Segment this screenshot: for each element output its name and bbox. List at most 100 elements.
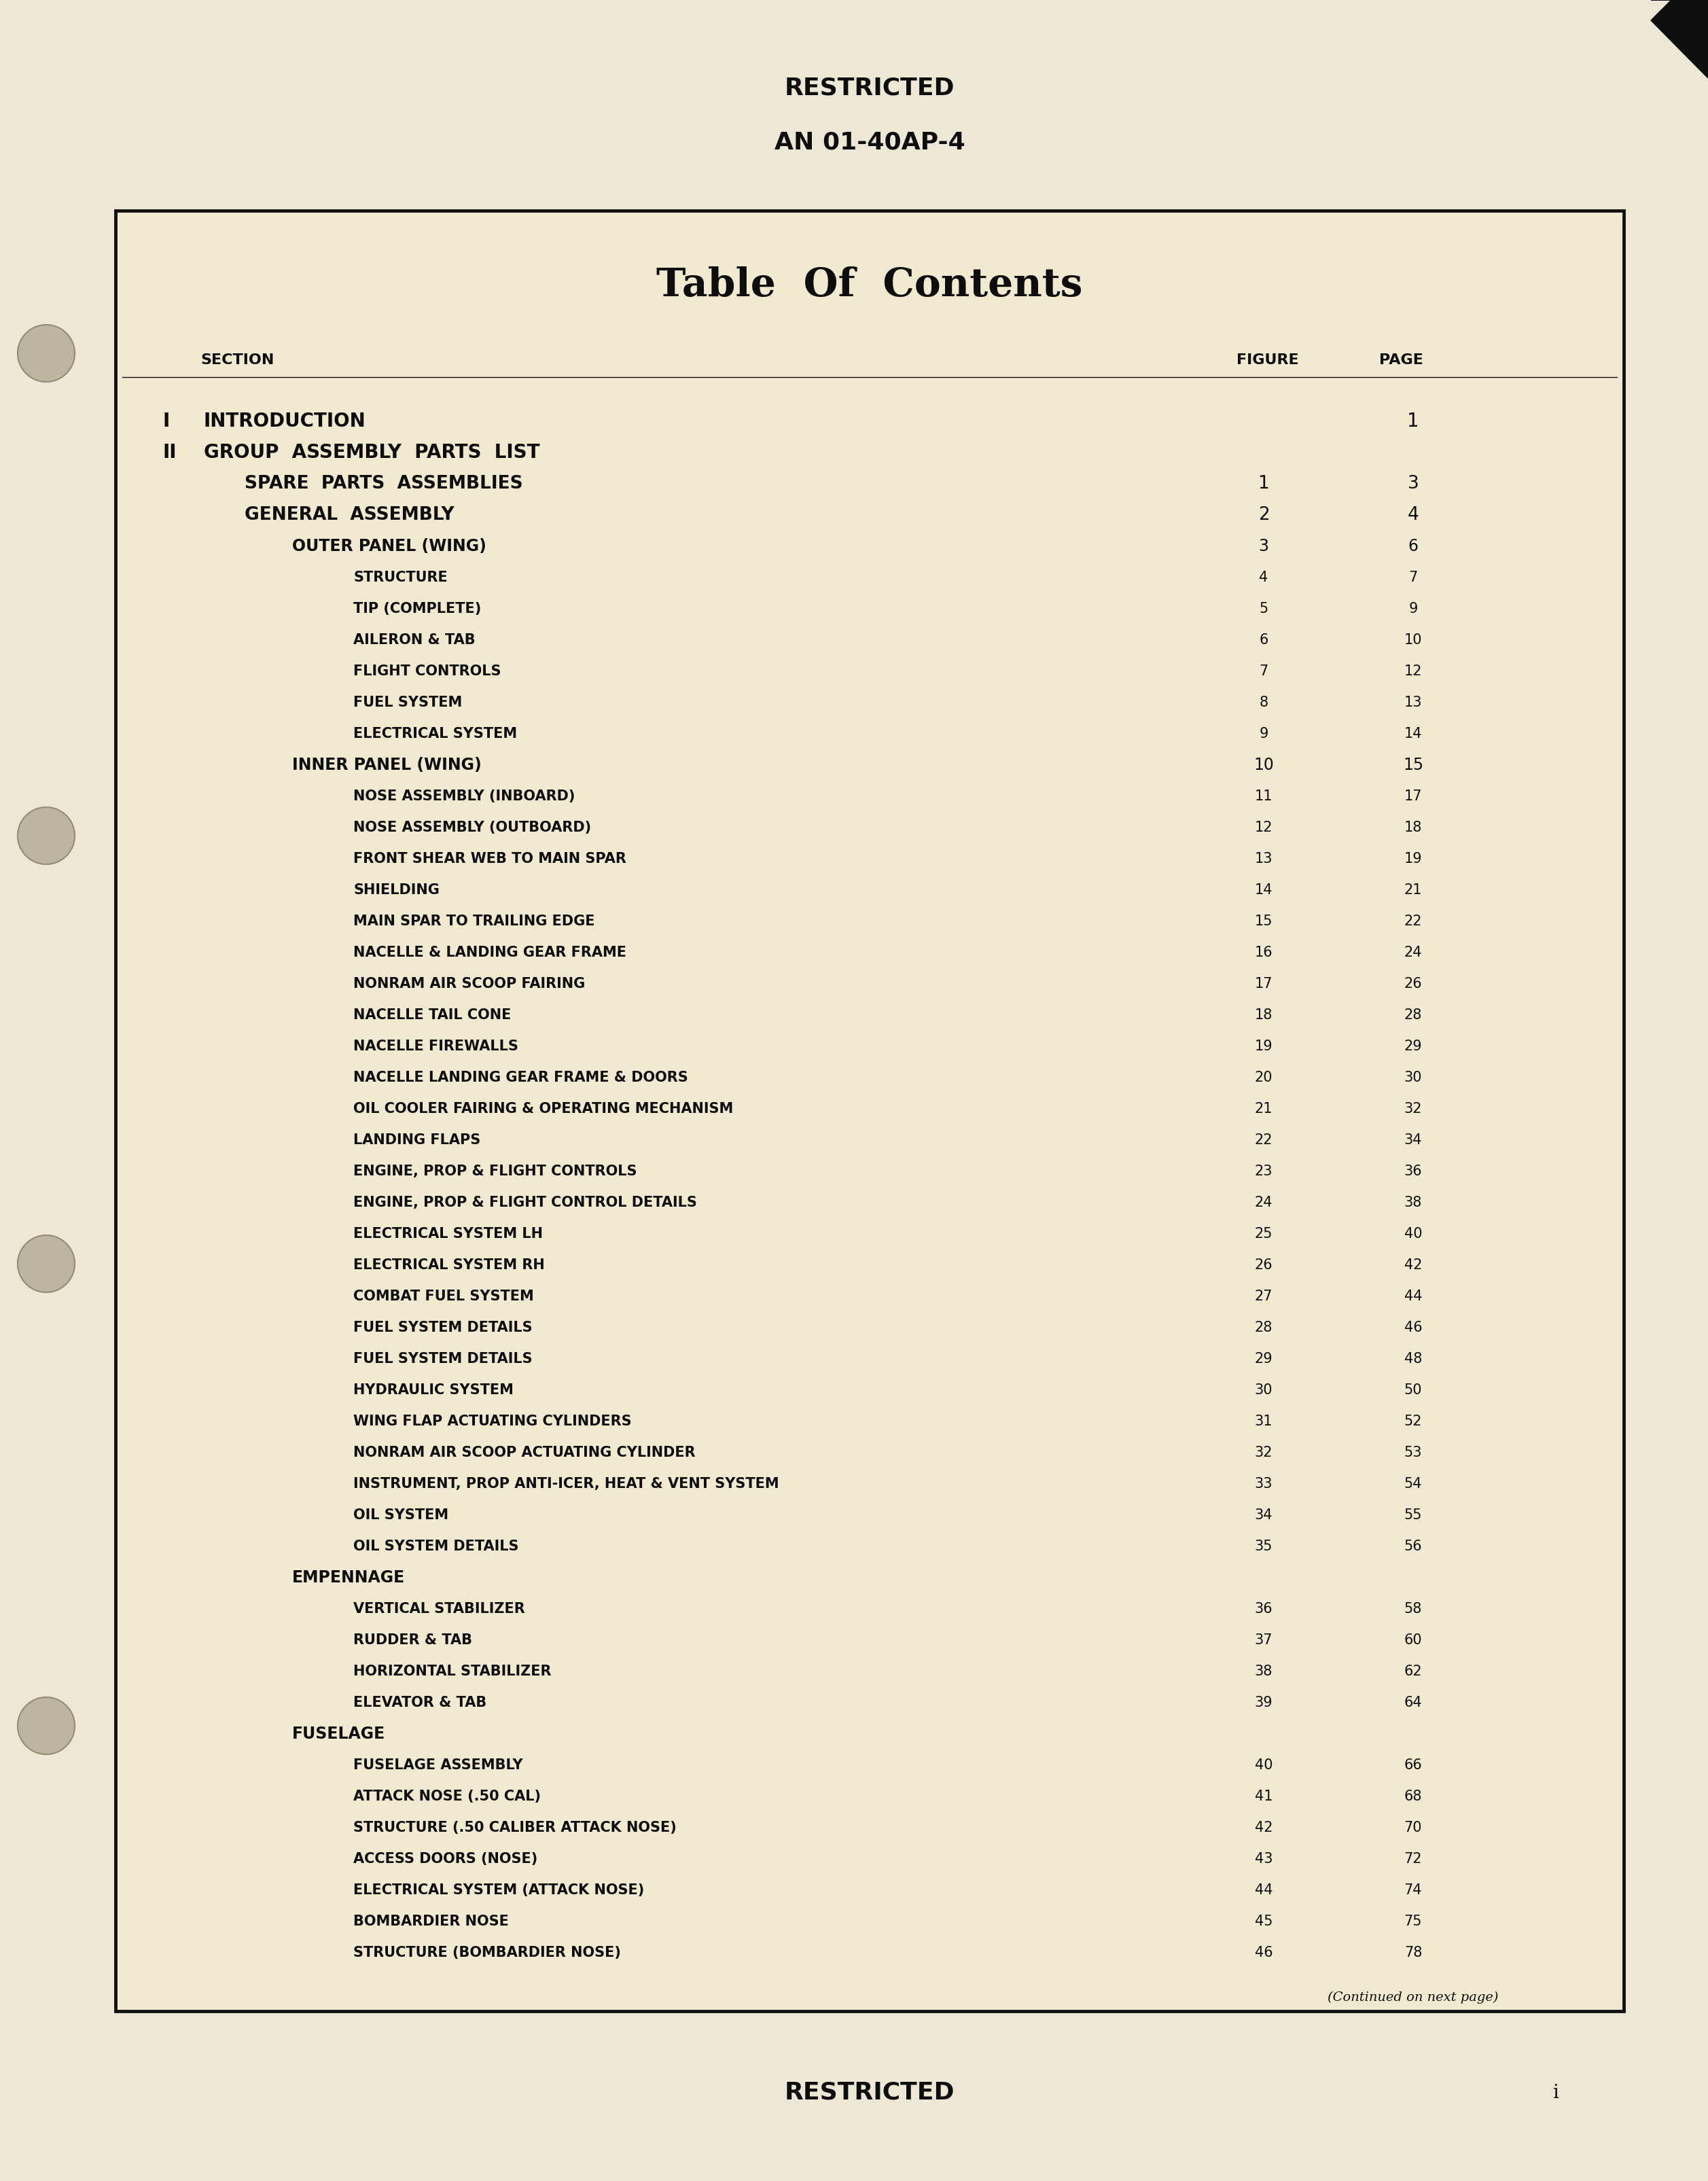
Text: NACELLE TAIL CONE: NACELLE TAIL CONE: [354, 1008, 511, 1023]
Text: FUSELAGE ASSEMBLY: FUSELAGE ASSEMBLY: [354, 1758, 523, 1771]
Text: 42: 42: [1255, 1821, 1272, 1834]
Polygon shape: [1652, 0, 1708, 79]
Text: FLIGHT CONTROLS: FLIGHT CONTROLS: [354, 665, 500, 678]
Text: 5: 5: [1259, 602, 1267, 615]
Text: 3: 3: [1407, 475, 1419, 493]
Text: STRUCTURE (.50 CALIBER ATTACK NOSE): STRUCTURE (.50 CALIBER ATTACK NOSE): [354, 1821, 676, 1834]
Text: EMPENNAGE: EMPENNAGE: [292, 1570, 405, 1586]
Text: 9: 9: [1259, 726, 1269, 742]
Text: 13: 13: [1404, 696, 1423, 709]
Text: 7: 7: [1409, 571, 1418, 585]
Text: 28: 28: [1255, 1322, 1272, 1335]
Text: FUSELAGE: FUSELAGE: [292, 1725, 386, 1743]
Text: 40: 40: [1404, 1228, 1423, 1241]
Text: LANDING FLAPS: LANDING FLAPS: [354, 1134, 480, 1147]
Text: 36: 36: [1255, 1603, 1272, 1616]
Text: NACELLE LANDING GEAR FRAME & DOORS: NACELLE LANDING GEAR FRAME & DOORS: [354, 1071, 688, 1084]
Circle shape: [17, 1697, 75, 1754]
Text: FIGURE: FIGURE: [1237, 353, 1298, 366]
Bar: [116, 212, 1624, 2011]
Text: 35: 35: [1255, 1540, 1272, 1553]
Text: II: II: [162, 443, 178, 462]
Text: 19: 19: [1404, 853, 1423, 866]
Text: FRONT SHEAR WEB TO MAIN SPAR: FRONT SHEAR WEB TO MAIN SPAR: [354, 853, 627, 866]
Text: NONRAM AIR SCOOP FAIRING: NONRAM AIR SCOOP FAIRING: [354, 977, 586, 990]
Text: 16: 16: [1255, 947, 1272, 960]
Text: 12: 12: [1404, 665, 1423, 678]
Text: INSTRUMENT, PROP ANTI-ICER, HEAT & VENT SYSTEM: INSTRUMENT, PROP ANTI-ICER, HEAT & VENT …: [354, 1477, 779, 1490]
Text: 37: 37: [1255, 1634, 1272, 1647]
Text: 4: 4: [1407, 506, 1419, 523]
Text: 38: 38: [1255, 1664, 1272, 1677]
Text: 26: 26: [1255, 1258, 1272, 1272]
Text: INNER PANEL (WING): INNER PANEL (WING): [292, 757, 482, 774]
Text: 70: 70: [1404, 1821, 1423, 1834]
Text: (Continued on next page): (Continued on next page): [1327, 1991, 1498, 2004]
Text: 45: 45: [1255, 1915, 1272, 1928]
Text: 41: 41: [1255, 1791, 1272, 1804]
Text: 9: 9: [1409, 602, 1418, 615]
Text: STRUCTURE: STRUCTURE: [354, 571, 447, 585]
Text: ELECTRICAL SYSTEM RH: ELECTRICAL SYSTEM RH: [354, 1258, 545, 1272]
Text: 34: 34: [1255, 1509, 1272, 1522]
Text: 24: 24: [1404, 947, 1423, 960]
Text: 6: 6: [1407, 539, 1418, 554]
Text: 44: 44: [1255, 1884, 1272, 1897]
Text: 13: 13: [1255, 853, 1272, 866]
Text: 29: 29: [1255, 1352, 1272, 1365]
Text: RUDDER & TAB: RUDDER & TAB: [354, 1634, 471, 1647]
Text: 55: 55: [1404, 1509, 1423, 1522]
Text: OUTER PANEL (WING): OUTER PANEL (WING): [292, 539, 487, 554]
Text: RESTRICTED: RESTRICTED: [784, 2081, 955, 2105]
Text: 75: 75: [1404, 1915, 1423, 1928]
Text: STRUCTURE (BOMBARDIER NOSE): STRUCTURE (BOMBARDIER NOSE): [354, 1945, 622, 1959]
Text: 32: 32: [1255, 1446, 1272, 1459]
Text: 40: 40: [1255, 1758, 1272, 1771]
Text: NOSE ASSEMBLY (OUTBOARD): NOSE ASSEMBLY (OUTBOARD): [354, 820, 591, 835]
Text: 14: 14: [1404, 726, 1423, 742]
Text: 10: 10: [1254, 757, 1274, 774]
Text: 64: 64: [1404, 1697, 1423, 1710]
Text: 78: 78: [1404, 1945, 1423, 1959]
Text: TIP (COMPLETE): TIP (COMPLETE): [354, 602, 482, 615]
Text: OIL SYSTEM: OIL SYSTEM: [354, 1509, 449, 1522]
Text: 53: 53: [1404, 1446, 1423, 1459]
Text: 48: 48: [1404, 1352, 1423, 1365]
Text: 10: 10: [1404, 632, 1423, 648]
Text: NONRAM AIR SCOOP ACTUATING CYLINDER: NONRAM AIR SCOOP ACTUATING CYLINDER: [354, 1446, 695, 1459]
Text: 21: 21: [1404, 883, 1423, 896]
Text: 12: 12: [1255, 820, 1272, 835]
Text: 42: 42: [1404, 1258, 1423, 1272]
Text: AN 01-40AP-4: AN 01-40AP-4: [774, 131, 965, 155]
Text: 22: 22: [1255, 1134, 1272, 1147]
Text: OIL COOLER FAIRING & OPERATING MECHANISM: OIL COOLER FAIRING & OPERATING MECHANISM: [354, 1101, 733, 1117]
Text: 18: 18: [1404, 820, 1423, 835]
Text: ENGINE, PROP & FLIGHT CONTROLS: ENGINE, PROP & FLIGHT CONTROLS: [354, 1165, 637, 1178]
Text: 74: 74: [1404, 1884, 1423, 1897]
Text: VERTICAL STABILIZER: VERTICAL STABILIZER: [354, 1603, 524, 1616]
Text: 23: 23: [1255, 1165, 1272, 1178]
Text: i: i: [1553, 2083, 1559, 2102]
Text: SPARE  PARTS  ASSEMBLIES: SPARE PARTS ASSEMBLIES: [244, 475, 523, 493]
Text: GROUP  ASSEMBLY  PARTS  LIST: GROUP ASSEMBLY PARTS LIST: [203, 443, 540, 462]
Text: 46: 46: [1255, 1945, 1272, 1959]
Text: MAIN SPAR TO TRAILING EDGE: MAIN SPAR TO TRAILING EDGE: [354, 914, 594, 929]
Text: 72: 72: [1404, 1852, 1423, 1865]
Text: 52: 52: [1404, 1415, 1423, 1429]
Text: BOMBARDIER NOSE: BOMBARDIER NOSE: [354, 1915, 509, 1928]
Text: 22: 22: [1404, 914, 1423, 929]
Text: NACELLE & LANDING GEAR FRAME: NACELLE & LANDING GEAR FRAME: [354, 947, 627, 960]
Text: 21: 21: [1255, 1101, 1272, 1117]
Text: PAGE: PAGE: [1378, 353, 1423, 366]
Text: 18: 18: [1255, 1008, 1272, 1023]
Text: 34: 34: [1404, 1134, 1423, 1147]
Text: 30: 30: [1404, 1071, 1423, 1084]
Text: 43: 43: [1255, 1852, 1272, 1865]
Text: 66: 66: [1404, 1758, 1423, 1771]
Text: I: I: [162, 412, 171, 432]
Text: SECTION: SECTION: [200, 353, 273, 366]
Text: 39: 39: [1255, 1697, 1272, 1710]
Text: 60: 60: [1404, 1634, 1423, 1647]
Text: 1: 1: [1407, 412, 1419, 432]
Text: 27: 27: [1255, 1289, 1272, 1304]
